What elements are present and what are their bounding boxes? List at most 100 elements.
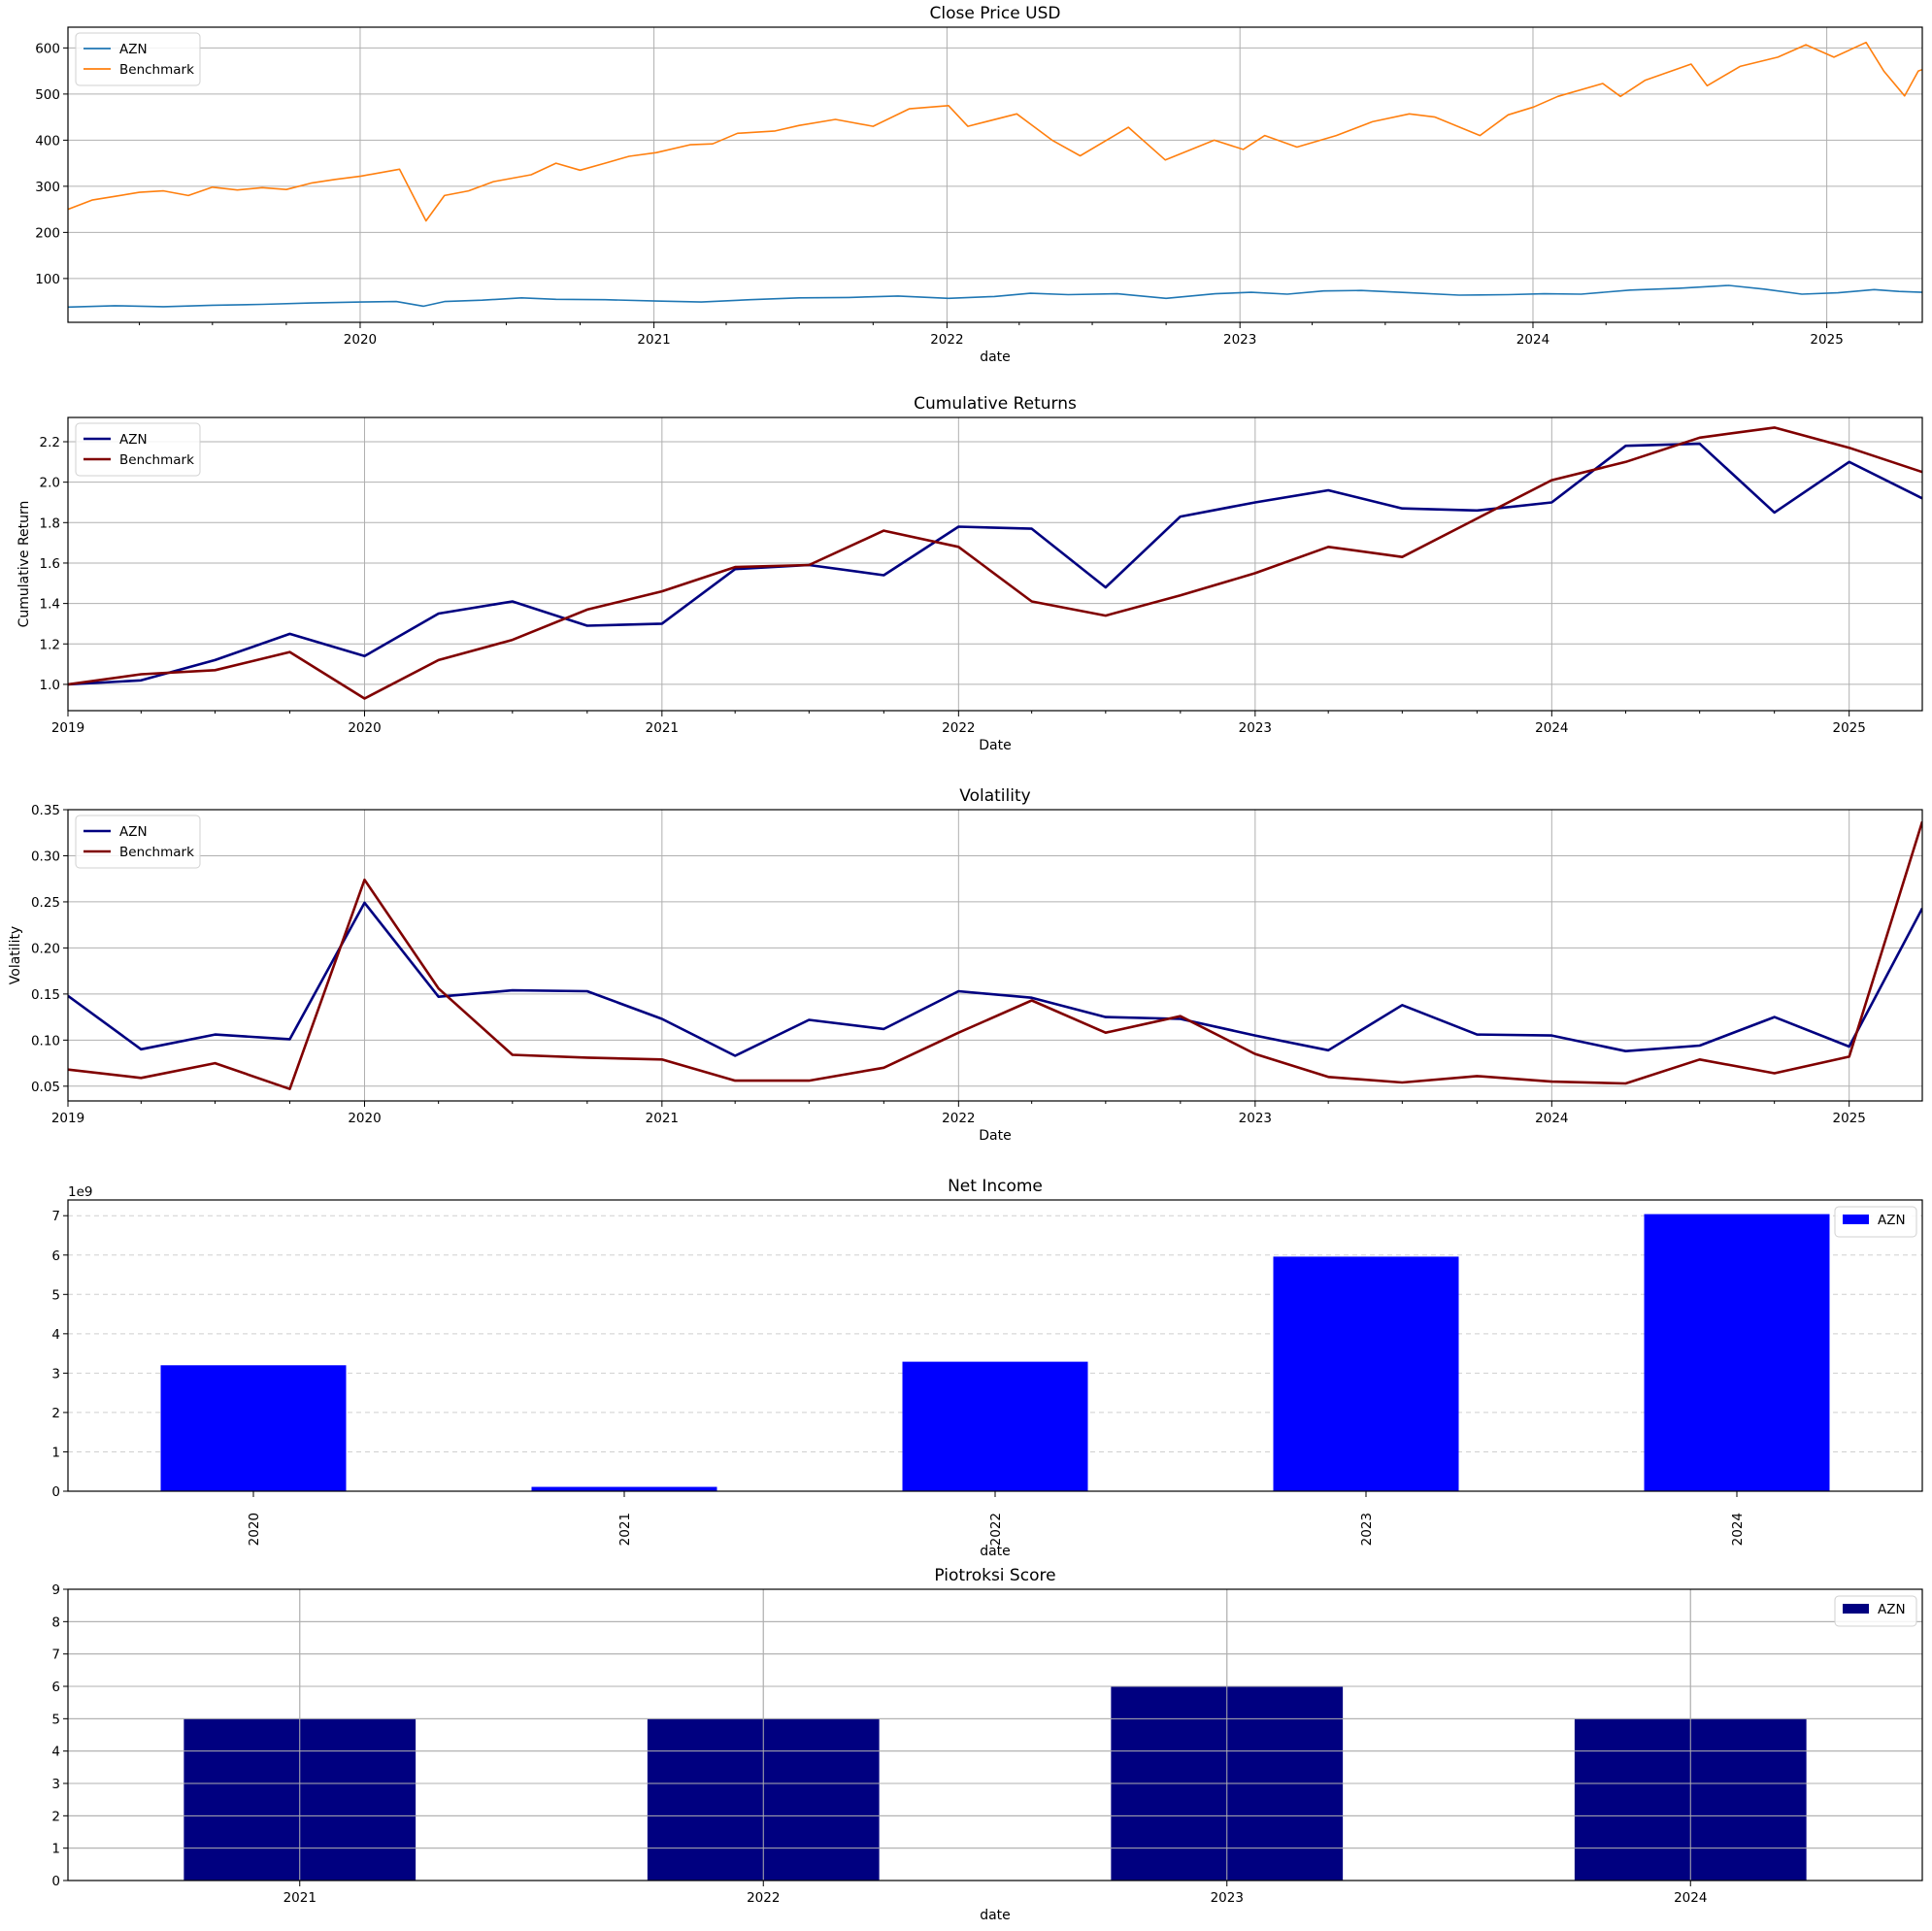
x-tick-label: 2022 [942, 720, 975, 736]
legend-label: AZN [119, 432, 148, 448]
y-tick-label: 4 [51, 1327, 60, 1343]
x-axis-label: date [980, 1544, 1011, 1559]
axes-frame [67, 26, 1923, 323]
x-tick-label: 2019 [51, 1111, 84, 1126]
y-tick-label: 2 [51, 1809, 60, 1824]
x-tick-label: 2023 [1239, 720, 1272, 736]
x-tick-label: 2021 [637, 332, 670, 348]
y-tick-label: 3 [51, 1366, 60, 1382]
x-tick-label: 2021 [646, 720, 679, 736]
y-tick-label: 6 [51, 1248, 60, 1264]
x-tick-label: 2019 [51, 720, 84, 736]
axes-frame [67, 1199, 1923, 1492]
y-tick-label: 7 [51, 1648, 60, 1663]
legend-box [1834, 1595, 1917, 1627]
x-tick-label: 2024 [1730, 1513, 1746, 1546]
x-tick-label: 2023 [1211, 1890, 1244, 1906]
y-axis-label: Cumulative Return [17, 501, 32, 628]
x-axis-label: Date [979, 1128, 1011, 1144]
chart-title: Piotroksi Score [934, 1566, 1055, 1585]
y-tick-label: 4 [51, 1745, 60, 1760]
series-line-benchmark [68, 426, 1922, 700]
y-tick-label: 2.2 [40, 435, 60, 450]
legend: AZN Benchmark [75, 32, 201, 86]
y-tick-label: 1.4 [40, 597, 60, 613]
legend-label: AZN [1878, 1602, 1906, 1617]
grid [68, 810, 1922, 1101]
legend-swatch [1843, 1215, 1869, 1224]
chart-title: Volatility [959, 786, 1030, 806]
y-tick-label: 5 [51, 1712, 60, 1727]
x-tick-label: 2022 [747, 1890, 780, 1906]
y-tick-label: 1 [51, 1842, 60, 1857]
legend: AZN Benchmark [75, 422, 201, 477]
y-tick-label: 0 [51, 1484, 60, 1500]
volatility-chart: Volatility 0.05 0.10 0.15 0.20 0.25 0.30 0.35 20… [8, 786, 1923, 1144]
legend-box [1834, 1206, 1917, 1238]
y-tick-label: 0 [51, 1874, 60, 1889]
y-tick-label: 200 [35, 225, 60, 241]
x-axis-label: date [980, 350, 1011, 365]
y-tick-label: 600 [35, 41, 60, 56]
x-tick-label: 2024 [1516, 332, 1549, 348]
y-tick-label: 0.25 [31, 895, 60, 911]
axes-frame [67, 809, 1923, 1102]
y-tick-label: 1 [51, 1445, 60, 1460]
y-offset-label: 1e9 [68, 1184, 92, 1200]
legend-label: AZN [1878, 1213, 1906, 1228]
chart-title: Close Price USD [930, 4, 1061, 23]
x-tick-label: 2023 [1223, 332, 1256, 348]
y-tick-label: 6 [51, 1680, 60, 1695]
y-tick-label: 8 [51, 1615, 60, 1630]
grid [68, 417, 1922, 711]
y-tick-label: 0.05 [31, 1080, 60, 1095]
axes-frame [67, 1588, 1923, 1881]
net-income-chart: Net Income 0 1 2 3 4 5 6 7 1e9 2020 2021 2022 2023 202… [51, 1177, 1923, 1559]
plot-area [68, 41, 1922, 309]
y-tick-label: 0.20 [31, 941, 60, 956]
x-tick-label: 2023 [1239, 1111, 1272, 1126]
cumulative-returns-chart: Cumulative Returns 1.0 1.2 1.4 1.6 1.8 2.0 2.2 2… [17, 394, 1923, 753]
legend: AZN Benchmark [75, 815, 201, 869]
plot-area [68, 1589, 1922, 1881]
x-tick-label: 2021 [283, 1890, 316, 1906]
y-tick-label: 2.0 [40, 476, 60, 491]
x-tick-label: 2020 [348, 1111, 381, 1126]
y-tick-label: 1.0 [40, 678, 60, 693]
legend-label: AZN [119, 42, 148, 57]
y-tick-label: 1.2 [40, 637, 60, 652]
x-tick-label: 2024 [1535, 1111, 1568, 1126]
x-tick-label: 2023 [1359, 1513, 1375, 1546]
plot-area [68, 820, 1922, 1090]
series-line-benchmark [68, 41, 1922, 222]
y-tick-label: 9 [51, 1582, 60, 1598]
legend-label: Benchmark [119, 62, 194, 78]
x-tick-label: 2021 [646, 1111, 679, 1126]
series-line-azn [68, 284, 1922, 309]
x-tick-label: 2020 [247, 1513, 262, 1546]
legend-label: Benchmark [119, 845, 194, 860]
chart-title: Net Income [948, 1177, 1043, 1196]
close-price-chart: Close Price USD 100 200 300 400 500 600 2020 202… [35, 4, 1923, 365]
y-axis-label: Volatility [8, 926, 23, 984]
x-tick-label: 2025 [1832, 1111, 1865, 1126]
series-line-benchmark [68, 820, 1922, 1090]
legend-swatch [1843, 1604, 1869, 1614]
plot-area [160, 1214, 1830, 1491]
plot-area [68, 426, 1922, 700]
x-tick-label: 2025 [1810, 332, 1843, 348]
legend: AZN [1834, 1595, 1917, 1627]
x-tick-label: 2024 [1674, 1890, 1707, 1906]
y-tick-label: 100 [35, 272, 60, 287]
series-line-azn [68, 901, 1922, 1057]
bar-2021 [531, 1486, 717, 1491]
bar-2020 [160, 1365, 347, 1491]
x-tick-label: 2020 [348, 720, 381, 736]
x-tick-label: 2022 [930, 332, 963, 348]
x-tick-label: 2025 [1832, 720, 1865, 736]
legend-box [75, 815, 201, 869]
legend-label: AZN [119, 824, 148, 840]
legend-label: Benchmark [119, 452, 194, 468]
x-tick-label: 2024 [1535, 720, 1568, 736]
